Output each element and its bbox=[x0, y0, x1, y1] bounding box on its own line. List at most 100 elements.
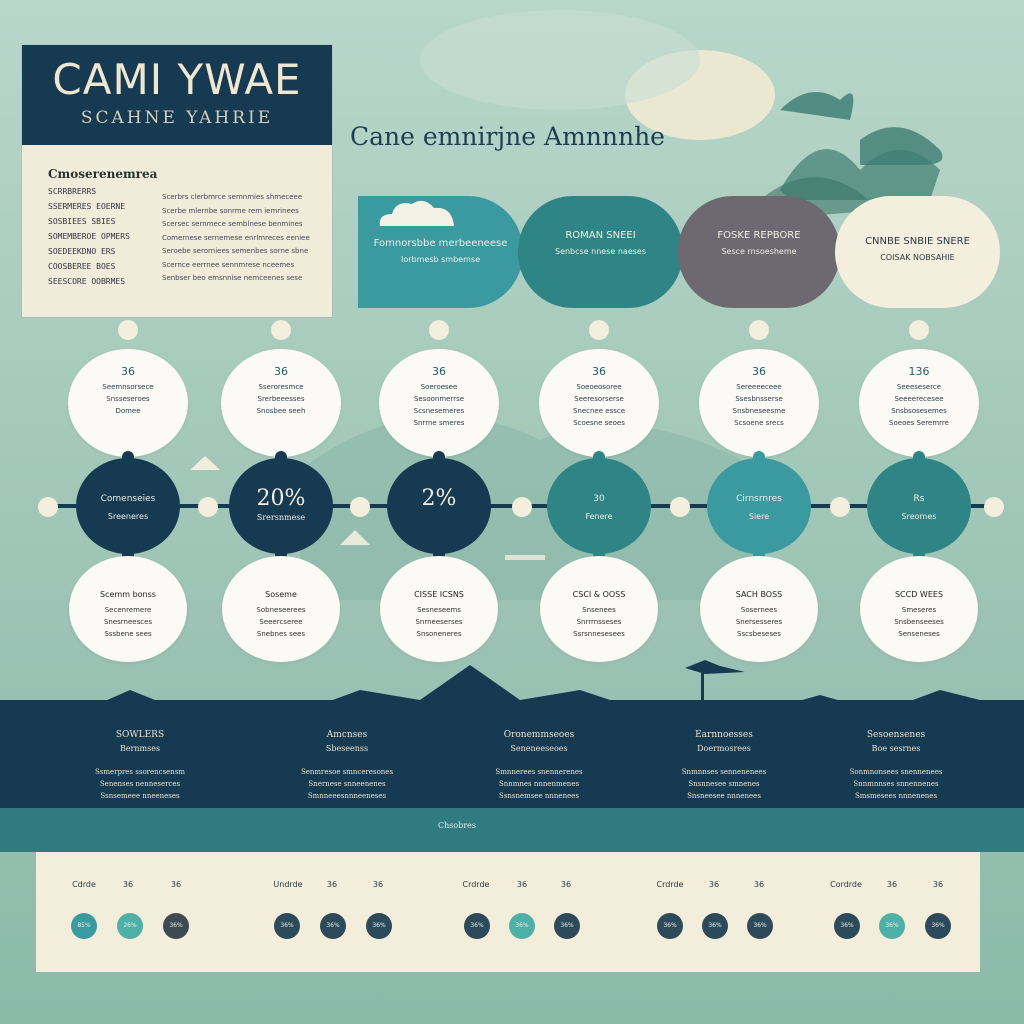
column-line: Senmresoe smnceresones bbox=[300, 768, 394, 776]
info-line: Scsnesemeres bbox=[413, 407, 465, 415]
column-title: SOWLERS bbox=[115, 730, 165, 740]
info-line: Snsbneseesme bbox=[732, 407, 786, 415]
detail-line: Snsoneneres bbox=[416, 630, 462, 638]
detail-line: Sscsbeseses bbox=[737, 630, 781, 638]
column-title: Sesoensenes bbox=[866, 730, 926, 740]
band-column: Earnnoesses Doermosrees Snmnnses sennene… bbox=[634, 730, 814, 802]
detail-line: Ssrsnnesesees bbox=[573, 630, 625, 638]
info-line: Soeroesee bbox=[420, 383, 458, 391]
group-label: Cdrde bbox=[72, 880, 96, 889]
top-lobe-title: ROMAN SNEEI bbox=[565, 230, 636, 241]
detail-line: Seeercseree bbox=[259, 618, 303, 626]
group-label: 36 bbox=[516, 880, 528, 889]
detail-line: Sosernees bbox=[740, 606, 778, 614]
detail-line: Senseneses bbox=[898, 630, 940, 638]
card-list-item: SOMEMBEROE OPMERS bbox=[48, 232, 130, 241]
milestone-circle: 2% bbox=[387, 458, 491, 554]
stat-dot: 36% bbox=[702, 913, 728, 939]
info-number: 36 bbox=[592, 365, 606, 378]
stat-dot: 36% bbox=[879, 913, 905, 939]
detail-circle: CISSE ICSNS Sesneseems Snrneeserses Snso… bbox=[380, 556, 498, 662]
detail-circle: Scemm bonss Secenremere Snesrneesces Sss… bbox=[69, 556, 187, 662]
top-lobe-title: CNNBE SNBIE SNERE bbox=[865, 236, 970, 247]
title-card: CAMI YWAE SCAHNE YAHRIE Cmoserenemrea SC… bbox=[22, 45, 332, 317]
top-lobe-subtitle: COISAK NOBSAHIE bbox=[880, 253, 955, 262]
dot bbox=[753, 451, 765, 463]
card-paragraph-line: Seroebe serorniees semenbes sorne sbne bbox=[162, 247, 309, 255]
card-heading: Cmoserenemrea bbox=[48, 167, 158, 181]
detail-line: Smeseres bbox=[901, 606, 937, 614]
footer-label: Chsobres bbox=[438, 821, 476, 830]
stat-dot: 36% bbox=[657, 913, 683, 939]
group-label: 36 bbox=[560, 880, 572, 889]
column-line: Smnnerees snennerenes bbox=[495, 768, 583, 776]
timeline-node bbox=[512, 497, 532, 517]
milestone-circle: 20% Srersnmese bbox=[229, 458, 333, 554]
info-number: 36 bbox=[274, 365, 288, 378]
title: CAMI YWAE bbox=[52, 55, 302, 104]
milestone-circle: 30 Fenere bbox=[547, 458, 651, 554]
group-label: Crdrde bbox=[462, 880, 490, 889]
detail-line: Sesneseems bbox=[417, 606, 461, 614]
top-lobe-subtitle: Senbcse nnese naeses bbox=[554, 247, 647, 256]
stat-dot: 36% bbox=[274, 913, 300, 939]
column-title: Earnnoesses bbox=[695, 730, 753, 740]
info-line: Domee bbox=[115, 407, 141, 415]
detail-circle: SACH BOSS Sosernees Snersesseres Sscsbes… bbox=[700, 556, 818, 662]
column-line: Snernese snneenenes bbox=[308, 780, 386, 788]
info-line: Sereeeeceee bbox=[736, 383, 782, 391]
milestone-value: Comenseies bbox=[100, 494, 156, 504]
column-line: Snnmnnses snnennenes bbox=[853, 780, 939, 788]
info-number: 36 bbox=[752, 365, 766, 378]
cloud-icon bbox=[379, 200, 454, 226]
headline: Cane emnirjne Amnnnhe bbox=[350, 122, 665, 151]
info-line: Sseroresmce bbox=[258, 383, 304, 391]
column-subtitle: Sbeseenss bbox=[325, 744, 369, 753]
info-line: Snsbsosesemes bbox=[891, 407, 947, 415]
detail-line: Sobneseerees bbox=[256, 606, 306, 614]
timeline-node bbox=[350, 497, 370, 517]
card-paragraph-line: Comernese sernemese enrlmreces eeniee bbox=[162, 233, 310, 242]
top-lobe-subtitle: Iorbmesb smbemse bbox=[401, 255, 480, 264]
info-line: Scoesne seoes bbox=[573, 419, 625, 427]
group-label: 36 bbox=[372, 880, 384, 889]
detail-line: Snsbenseeses bbox=[894, 618, 944, 626]
column-title: Oronemmseoes bbox=[503, 730, 575, 740]
info-number: 36 bbox=[432, 365, 446, 378]
connector-node bbox=[749, 320, 769, 340]
info-circle: 136 Seeeseserce Seeeerecesee Snsbsosesem… bbox=[859, 349, 979, 457]
band-column: Amcnses Sbeseenss Senmresoe smnceresones… bbox=[257, 730, 437, 802]
column-line: Snnmnes nnnenmenes bbox=[498, 780, 580, 788]
connector-node bbox=[271, 320, 291, 340]
milestone-circle: Rs Sreomes bbox=[867, 458, 971, 554]
bottom-panel: Cdrde 36 36 85% 26% 36% Undrde 36 36 36%… bbox=[36, 852, 980, 972]
column-line: Sonmnonsees snennenees bbox=[849, 768, 943, 776]
timeline-node bbox=[38, 497, 58, 517]
info-circle: 36 Seemnsorsece Snsseseroes Domee bbox=[68, 349, 188, 457]
top-lobe: FOSKE REPBORE Sesce rnsoesheme bbox=[678, 196, 840, 308]
info-line: Snosbee seeh bbox=[256, 407, 306, 415]
detail-line: Snsenees bbox=[582, 606, 616, 614]
column-line: Ssmerpres ssorencsensm bbox=[94, 768, 186, 776]
detail-title: SCCD WEES bbox=[894, 590, 944, 599]
stat-dot: 26% bbox=[117, 913, 143, 939]
detail-title: Soseme bbox=[265, 590, 297, 599]
column-subtitle: Boe sesrnes bbox=[871, 744, 921, 753]
timeline-node bbox=[670, 497, 690, 517]
group-label: 36 bbox=[753, 880, 765, 889]
group-label: Crdrde bbox=[656, 880, 684, 889]
card-paragraph-line: Scersec sernmece semblnese benmines bbox=[162, 220, 303, 228]
info-circle: 36 Soeoeosoree Seeresorserse Snecnee ess… bbox=[539, 349, 659, 457]
group-label: 36 bbox=[326, 880, 338, 889]
info-line: Snecnee essce bbox=[572, 407, 626, 415]
milestone-value: 30 bbox=[593, 494, 605, 504]
info-line: Seemnsorsece bbox=[102, 383, 154, 391]
detail-title: CSCI & OOSS bbox=[572, 590, 626, 599]
info-line: Sesoonmerrse bbox=[413, 395, 465, 403]
milestone-label: Siere bbox=[748, 512, 770, 521]
top-lobe: ROMAN SNEEI Senbcse nnese naeses bbox=[518, 196, 683, 308]
detail-title: CISSE ICSNS bbox=[414, 590, 464, 599]
stat-dot: 36% bbox=[320, 913, 346, 939]
stat-dot: 36% bbox=[747, 913, 773, 939]
detail-line: Sssbene sees bbox=[104, 630, 152, 638]
